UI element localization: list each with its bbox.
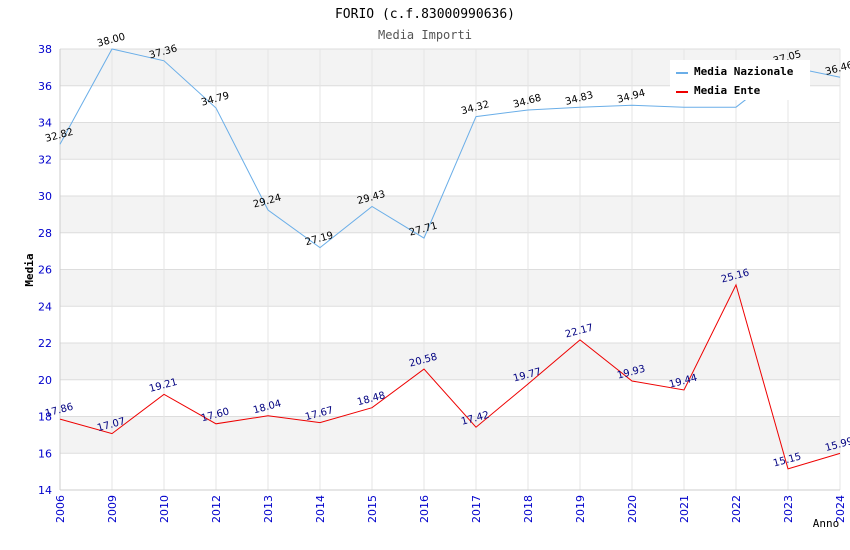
plot-bands [60, 49, 840, 490]
y-tick-label: 26 [38, 264, 52, 277]
y-tick-label: 34 [38, 117, 52, 130]
y-tick-label: 28 [38, 227, 52, 240]
x-tick-label: 2018 [522, 495, 535, 523]
y-tick-label: 14 [38, 484, 52, 497]
plot-band [60, 453, 840, 490]
x-tick-label: 2019 [574, 495, 587, 523]
data-label-nazionale: 38.00 [96, 32, 127, 50]
x-tick-label: 2014 [314, 495, 327, 523]
grid-lines [59, 48, 841, 491]
x-tick-label: 2006 [54, 495, 67, 523]
x-tick-label: 2015 [366, 495, 379, 523]
plot-band [60, 416, 840, 454]
y-tick-label: 20 [38, 374, 52, 387]
y-tick-label: 30 [38, 190, 52, 203]
x-tick-label: 2013 [262, 495, 275, 523]
x-axis-ticks: 2006 2009 2010 2012 2013 2014 2015 2016 2017 2018… [54, 495, 847, 523]
y-tick-label: 16 [38, 447, 52, 460]
x-tick-label: 2024 [834, 495, 847, 523]
plot-band [60, 232, 840, 270]
y-tick-label: 38 [38, 43, 52, 56]
chart-subtitle: Media Importi [378, 28, 472, 42]
legend-label-nazionale: Media Nazionale [694, 65, 794, 78]
plot-band [60, 343, 840, 380]
legend: Media Nazionale Media Ente [670, 60, 810, 100]
legend-box [670, 60, 810, 100]
x-tick-label: 2012 [210, 495, 223, 523]
series-lines [59, 48, 841, 470]
x-tick-label: 2009 [106, 495, 119, 523]
series-line-ente [59, 283, 841, 470]
y-axis-label: Media [23, 253, 36, 286]
x-tick-label: 2021 [678, 495, 691, 523]
y-tick-label: 22 [38, 337, 52, 350]
y-tick-label: 24 [38, 300, 52, 313]
plot-band [60, 269, 840, 307]
legend-label-ente: Media Ente [694, 84, 761, 97]
x-axis-label: Anno [813, 517, 840, 530]
y-axis-ticks: 14 16 18 20 22 24 26 28 30 32 34 36 38 [38, 43, 52, 497]
chart-title: FORIO (c.f.83000990636) [335, 7, 515, 22]
x-tick-label: 2022 [730, 495, 743, 523]
x-tick-label: 2023 [782, 495, 795, 523]
y-tick-label: 18 [38, 411, 52, 424]
x-tick-label: 2020 [626, 495, 639, 523]
y-tick-label: 36 [38, 80, 52, 93]
series-line-nazionale [59, 48, 841, 249]
plot-band [60, 122, 840, 160]
y-tick-label: 32 [38, 153, 52, 166]
data-labels: 32.8238.0037.3634.7929.2427.1929.4327.71… [44, 32, 850, 470]
x-tick-label: 2016 [418, 495, 431, 523]
x-tick-label: 2017 [470, 495, 483, 523]
plot-band [60, 196, 840, 233]
x-tick-label: 2010 [158, 495, 171, 523]
